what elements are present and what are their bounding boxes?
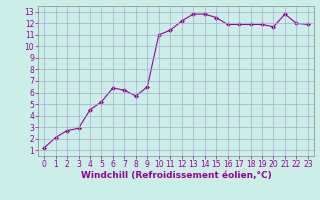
X-axis label: Windchill (Refroidissement éolien,°C): Windchill (Refroidissement éolien,°C) (81, 171, 271, 180)
